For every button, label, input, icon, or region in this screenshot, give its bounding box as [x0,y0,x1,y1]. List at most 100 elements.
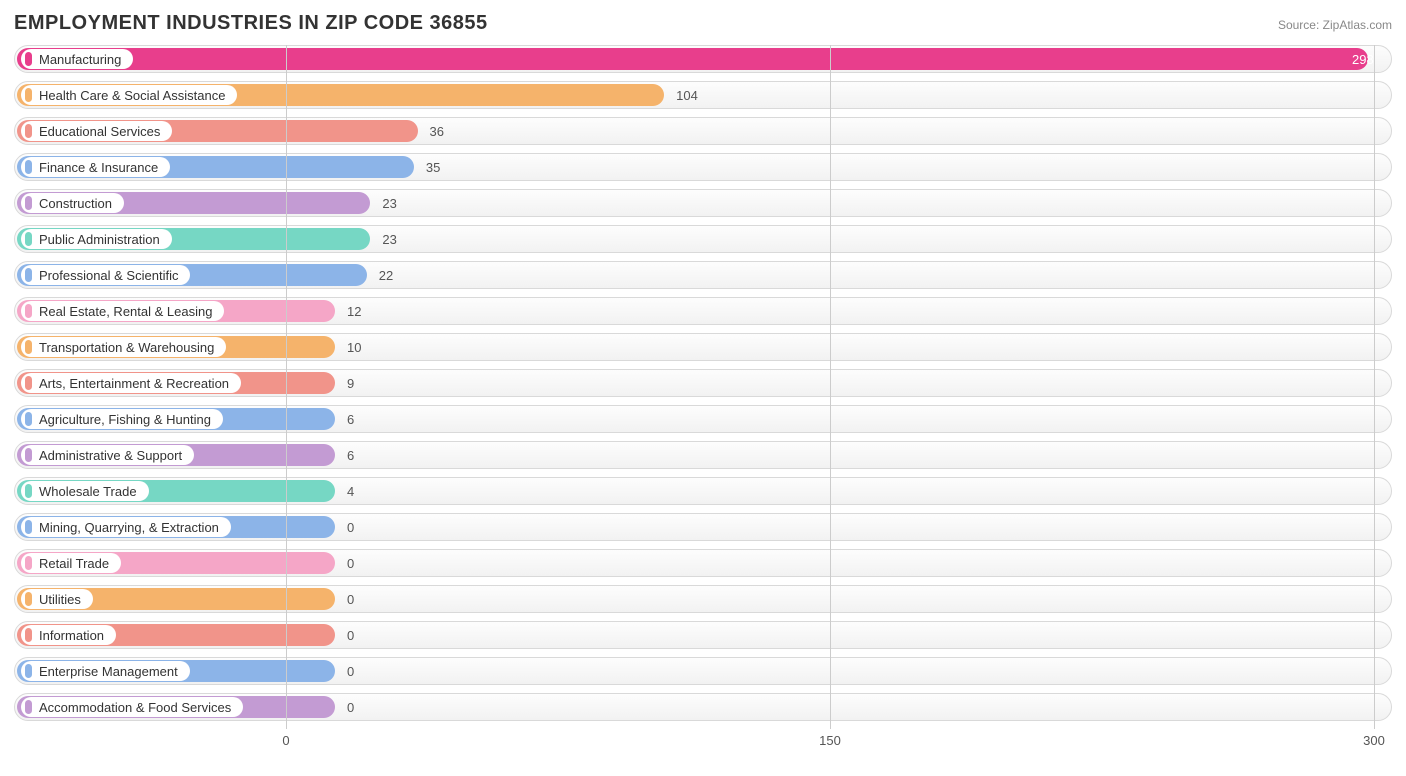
pill-swatch [25,196,32,210]
bar-category-pill: Agriculture, Fishing & Hunting [21,409,223,429]
bar-value-label: 0 [339,514,354,540]
bar-category-pill: Administrative & Support [21,445,194,465]
bar-row: Agriculture, Fishing & Hunting 6 [14,405,1392,433]
pill-swatch [25,376,32,390]
gridline [286,45,287,729]
bar-row: Professional & Scientific 22 [14,261,1392,289]
bar-value-label: 22 [371,262,393,288]
pill-swatch [25,664,32,678]
bar-category-label: Arts, Entertainment & Recreation [39,376,229,391]
bar-row: Enterprise Management 0 [14,657,1392,685]
pill-swatch [25,88,32,102]
pill-swatch [25,700,32,714]
bar-value-label: 23 [374,226,396,252]
bar-value-label: 36 [422,118,444,144]
bar-value-label: 23 [374,190,396,216]
bar-value-label: 0 [339,622,354,648]
bar-row: Finance & Insurance35 [14,153,1392,181]
bar-value-label: 0 [339,658,354,684]
bar-value-label: 0 [339,550,354,576]
pill-swatch [25,520,32,534]
bar-row: Retail Trade 0 [14,549,1392,577]
bar-row: Construction 23 [14,189,1392,217]
bar-category-label: Transportation & Warehousing [39,340,214,355]
pill-swatch [25,124,32,138]
bar-value-label: 12 [339,298,361,324]
bar-category-label: Enterprise Management [39,664,178,679]
bar-category-pill: Professional & Scientific [21,265,190,285]
bar-category-label: Real Estate, Rental & Leasing [39,304,212,319]
bar-row: Manufacturing 298 [14,45,1392,73]
bar-category-label: Educational Services [39,124,160,139]
bar-row: Information 0 [14,621,1392,649]
bar-value-label: 298 [1344,46,1374,72]
x-axis-tick-label: 0 [282,733,289,748]
bar-category-label: Accommodation & Food Services [39,700,231,715]
pill-swatch [25,484,32,498]
x-axis: 0 150 300 [14,729,1392,753]
pill-swatch [25,232,32,246]
bar-category-pill: Construction [21,193,124,213]
x-axis-tick-label: 150 [819,733,841,748]
bar-row: Health Care & Social Assistance 104 [14,81,1392,109]
pill-swatch [25,628,32,642]
bar-category-pill: Enterprise Management [21,661,190,681]
bar-category-label: Professional & Scientific [39,268,178,283]
bar-row: Mining, Quarrying, & Extraction 0 [14,513,1392,541]
bar-category-pill: Finance & Insurance [21,157,170,177]
bar-category-label: Finance & Insurance [39,160,158,175]
bar-value-label: 6 [339,406,354,432]
bar-category-pill: Information [21,625,116,645]
chart-area: Manufacturing 298 Health Care & Social Ass… [14,45,1392,753]
bar-category-pill: Health Care & Social Assistance [21,85,237,105]
bar-category-pill: Utilities [21,589,93,609]
bar-row: Real Estate, Rental & Leasing 12 [14,297,1392,325]
bar-category-pill: Mining, Quarrying, & Extraction [21,517,231,537]
bar-category-pill: Educational Services [21,121,172,141]
bar-row: Administrative & Support 6 [14,441,1392,469]
bar-value-label: 104 [668,82,698,108]
pill-swatch [25,52,32,66]
bar-category-label: Administrative & Support [39,448,182,463]
bar-category-pill: Retail Trade [21,553,121,573]
bar-row: Utilities0 [14,585,1392,613]
bar-category-label: Public Administration [39,232,160,247]
pill-swatch [25,448,32,462]
bars-container: Manufacturing 298 Health Care & Social Ass… [14,45,1392,721]
pill-swatch [25,304,32,318]
gridline [830,45,831,729]
x-axis-tick-label: 300 [1363,733,1385,748]
bar-value-label: 10 [339,334,361,360]
bar-row: Public Administration 23 [14,225,1392,253]
bar-category-pill: Real Estate, Rental & Leasing [21,301,224,321]
bar-row: Arts, Entertainment & Recreation 9 [14,369,1392,397]
bar-category-label: Manufacturing [39,52,121,67]
bar-row: Educational Services 36 [14,117,1392,145]
bar-category-pill: Wholesale Trade [21,481,149,501]
bar-category-label: Health Care & Social Assistance [39,88,225,103]
bar-fill [17,48,1368,70]
pill-swatch [25,268,32,282]
bar-category-pill: Accommodation & Food Services [21,697,243,717]
bar-value-label: 4 [339,478,354,504]
bar-category-pill: Arts, Entertainment & Recreation [21,373,241,393]
bar-row: Accommodation & Food Services 0 [14,693,1392,721]
bar-value-label: 0 [339,694,354,720]
bar-category-label: Utilities [39,592,81,607]
bar-category-label: Construction [39,196,112,211]
bar-category-label: Retail Trade [39,556,109,571]
bar-value-label: 9 [339,370,354,396]
bar-category-pill: Public Administration [21,229,172,249]
pill-swatch [25,412,32,426]
bar-category-label: Information [39,628,104,643]
chart-header: EMPLOYMENT INDUSTRIES IN ZIP CODE 36855 … [14,12,1392,35]
chart-title: EMPLOYMENT INDUSTRIES IN ZIP CODE 36855 [14,12,488,35]
pill-swatch [25,556,32,570]
bar-category-label: Agriculture, Fishing & Hunting [39,412,211,427]
bar-category-label: Mining, Quarrying, & Extraction [39,520,219,535]
bar-category-label: Wholesale Trade [39,484,137,499]
pill-swatch [25,340,32,354]
chart-source: Source: ZipAtlas.com [1278,18,1392,32]
pill-swatch [25,592,32,606]
bar-value-label: 6 [339,442,354,468]
